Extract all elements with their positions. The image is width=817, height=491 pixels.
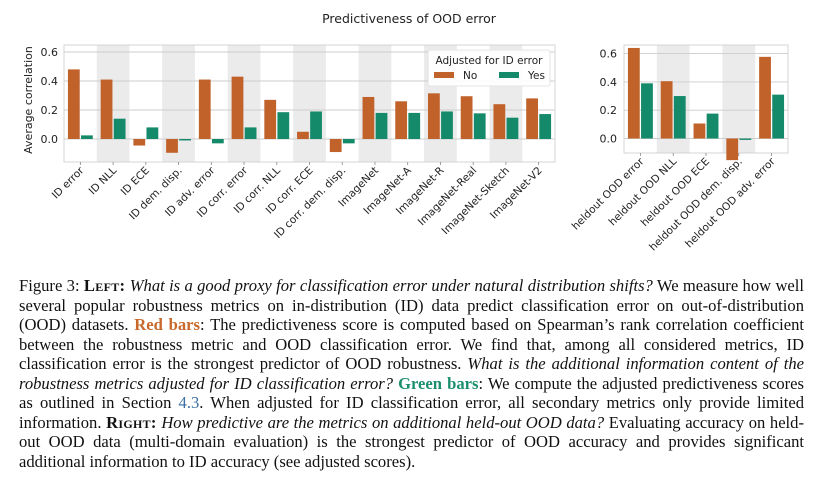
bar-no [726,138,739,161]
x-tick-label: ID error [50,164,87,201]
y-axis-label: Average correlation [22,46,35,154]
figure-chart: Predictiveness of OOD error Average corr… [22,11,789,253]
y-tick-label: 0.0 [600,133,618,146]
x-tick-label: ImageNet-Real [416,165,479,228]
legend-box [427,49,551,87]
legend-swatch-yes [499,72,519,78]
bar-no [627,47,640,139]
bar-yes [113,118,126,139]
y-tick-label: 0.2 [41,104,59,117]
bar-yes [641,83,653,139]
bar-no [166,139,178,153]
bar-yes [277,112,290,139]
bar-no [264,99,277,139]
caption-text-3: : We compute the adjusted predictiveness… [19,373,804,413]
y-tick-label: 0.6 [600,48,618,61]
bar-no [133,139,146,146]
bar-yes [539,114,552,139]
bar-no [460,96,473,139]
bar-no [526,98,538,139]
legend-swatch-no [434,72,454,78]
bar-no [231,76,244,139]
x-tick-label: ID NLL [87,165,120,198]
y-tick-label: 0.4 [600,76,618,89]
legend-title: Adjusted for ID error [436,55,544,67]
bar-no [100,79,113,139]
caption-text-4: . When adjusted for ID classification er… [19,393,804,432]
background-band [722,45,756,153]
background-band [293,45,326,162]
bar-no [362,96,375,139]
y-tick-label: 0.2 [600,104,618,117]
bar-yes [673,96,686,139]
question-3: How predictive are the metrics on additi… [161,412,605,432]
bar-yes [211,139,224,144]
bar-no [759,56,771,139]
caption-text-2: : The predictiveness score is computed b… [19,315,804,374]
bar-yes [179,139,192,141]
bar-yes [408,112,421,139]
bar-no [427,93,440,139]
left-label: Left: [83,276,126,295]
green-bars-label: Green bars [398,373,479,393]
red-bars-label: Red bars [134,315,200,335]
bar-yes [244,127,257,139]
bar-yes [441,111,453,139]
bar-yes [506,117,519,139]
section-link[interactable]: 4.3 [178,393,200,413]
right-label: Right: [106,412,157,432]
legend-label-no: No [463,70,477,82]
bar-no [660,81,673,139]
bar-no [297,131,309,139]
bar-yes [706,113,719,139]
y-tick-label: 0.6 [41,46,59,59]
legend-label-yes: Yes [527,70,545,82]
bar-yes [375,112,388,139]
bar-yes [342,139,355,144]
bar-yes [310,111,322,139]
chart-title: Predictiveness of OOD error [322,11,497,26]
bar-no [493,104,506,139]
y-tick-label: 0.4 [41,75,59,88]
caption-text-5: Evaluating accuracy on held-out OOD data… [19,412,804,471]
bar-yes [772,94,785,139]
bar-yes [473,113,486,139]
legend: Adjusted for ID error No Yes [427,49,551,87]
bar-yes [146,127,159,139]
bar-no [198,79,211,139]
caption-text-1: We measure how well several popular robu… [19,276,805,335]
bar-no [67,69,80,139]
bar-yes [81,135,93,139]
question-2: What is the additional information conte… [19,354,804,393]
bar-no [395,101,408,139]
y-tick-label: 0.0 [41,133,59,146]
question-1: What is a good proxy for classification … [129,276,653,295]
figure-caption: Figure 3: Left: What is a good proxy for… [19,276,804,471]
bar-no [693,123,706,139]
figure-label: Figure 3: [19,276,84,295]
bar-yes [739,138,752,140]
bar-no [329,139,342,153]
